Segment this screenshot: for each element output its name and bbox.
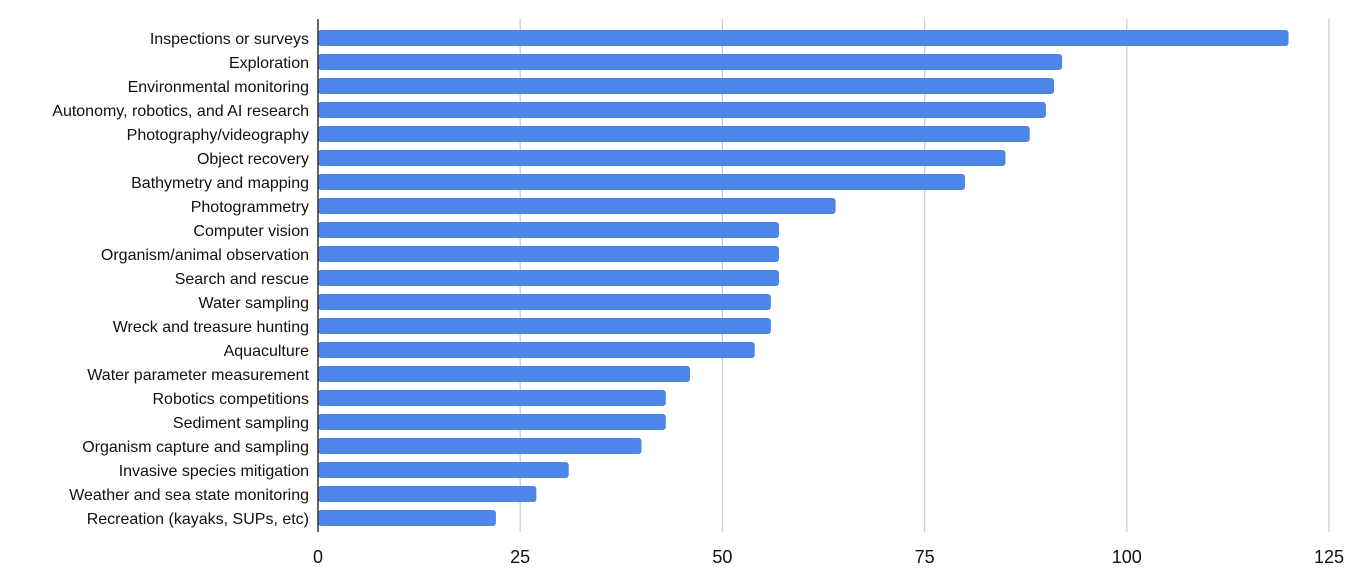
category-label-2: Environmental monitoring xyxy=(128,79,309,96)
category-label-11: Water sampling xyxy=(198,295,309,312)
bar-7 xyxy=(318,198,836,214)
x-tick-label-75: 75 xyxy=(915,547,935,567)
bar-12 xyxy=(318,318,771,334)
x-tick-label-25: 25 xyxy=(510,547,530,567)
bar-6 xyxy=(318,174,966,190)
x-tick-label-125: 125 xyxy=(1314,547,1344,567)
bar-3 xyxy=(318,102,1046,118)
bar-1 xyxy=(318,54,1063,70)
x-tick-label-0: 0 xyxy=(313,547,323,567)
category-label-20: Recreation (kayaks, SUPs, etc) xyxy=(87,511,309,528)
bar-8 xyxy=(318,222,780,238)
bar-9 xyxy=(318,246,780,262)
category-label-18: Invasive species mitigation xyxy=(119,463,309,480)
x-tick-labels: 0 25 50 75 100 125 xyxy=(313,547,1344,567)
x-tick-label-100: 100 xyxy=(1112,547,1142,567)
bar-11 xyxy=(318,294,771,310)
bar-15 xyxy=(318,390,666,406)
category-label-16: Sediment sampling xyxy=(173,415,309,432)
bar-5 xyxy=(318,150,1006,166)
bar-4 xyxy=(318,126,1030,142)
category-label-19: Weather and sea state monitoring xyxy=(69,487,309,504)
bar-2 xyxy=(318,78,1055,94)
bars xyxy=(318,30,1289,526)
x-tick-label-50: 50 xyxy=(712,547,732,567)
category-label-12: Wreck and treasure hunting xyxy=(113,319,309,336)
bar-0 xyxy=(318,30,1289,46)
bar-13 xyxy=(318,342,755,358)
category-labels: Inspections or surveys Exploration Environ… xyxy=(52,31,309,528)
bar-18 xyxy=(318,462,569,478)
category-label-0: Inspections or surveys xyxy=(150,31,309,48)
category-label-6: Bathymetry and mapping xyxy=(131,175,309,192)
category-label-8: Computer vision xyxy=(193,223,309,240)
bar-16 xyxy=(318,414,666,430)
category-label-1: Exploration xyxy=(229,55,309,72)
category-label-13: Aquaculture xyxy=(224,343,309,360)
bar-10 xyxy=(318,270,780,286)
bar-20 xyxy=(318,510,496,526)
category-label-14: Water parameter measurement xyxy=(87,367,309,384)
bar-19 xyxy=(318,486,537,502)
category-label-15: Robotics competitions xyxy=(152,391,309,408)
category-label-4: Photography/videography xyxy=(127,127,309,144)
category-label-5: Object recovery xyxy=(197,151,309,168)
category-label-17: Organism capture and sampling xyxy=(82,439,309,456)
category-label-10: Search and rescue xyxy=(175,271,309,288)
category-label-3: Autonomy, robotics, and AI research xyxy=(52,103,309,120)
category-label-7: Photogrammetry xyxy=(191,199,309,216)
bar-14 xyxy=(318,366,691,382)
bar-17 xyxy=(318,438,642,454)
category-label-9: Organism/animal observation xyxy=(101,247,309,264)
